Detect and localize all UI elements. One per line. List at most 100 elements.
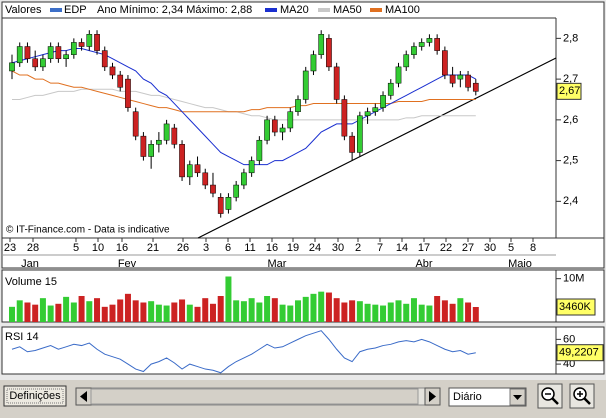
volume-bar xyxy=(434,296,441,322)
x-tick-label: 30 xyxy=(332,242,344,254)
candle-body xyxy=(117,74,124,88)
volume-bar xyxy=(310,293,317,322)
x-tick-label: 3 xyxy=(203,242,209,254)
volume-bar xyxy=(271,298,278,322)
x-tick-label: 2 xyxy=(355,242,361,254)
panel-label: Valores xyxy=(5,4,42,16)
volume-bar xyxy=(457,298,464,322)
candle-body xyxy=(55,46,62,59)
x-tick-label: 14 xyxy=(396,242,408,254)
candle-body xyxy=(16,46,23,64)
candle-body xyxy=(9,62,15,72)
legend-swatch xyxy=(318,8,330,12)
candle-body xyxy=(472,82,479,92)
x-tick-label: 27 xyxy=(462,242,474,254)
y-tick-label: 2,6 xyxy=(563,114,578,126)
arrow-icon xyxy=(513,395,522,400)
x-tick-label: 28 xyxy=(27,242,39,254)
month-label: Maio xyxy=(508,258,532,270)
candle-body xyxy=(132,111,139,137)
current-value-box xyxy=(556,298,596,316)
rsi-panel xyxy=(1,326,605,375)
candle-body xyxy=(24,46,31,59)
volume-bar xyxy=(24,302,31,322)
volume-bar xyxy=(449,303,456,322)
candle-body xyxy=(256,139,263,161)
candle-body xyxy=(241,172,247,186)
candle-body xyxy=(125,78,131,108)
volume-bar xyxy=(9,306,15,322)
candle-body xyxy=(140,135,147,157)
volume-bar xyxy=(341,302,348,322)
period-select[interactable] xyxy=(448,387,527,407)
volume-bar xyxy=(163,305,170,322)
candle-body xyxy=(279,127,286,133)
volume-bar xyxy=(264,296,271,322)
current-value-label: 3460K xyxy=(559,301,591,313)
volume-bar xyxy=(256,302,263,322)
volume-bar xyxy=(325,292,332,322)
volume-bar xyxy=(410,298,417,322)
candle-body xyxy=(32,58,39,68)
y-tick-label: 10M xyxy=(563,273,584,285)
x-tick-label: 24 xyxy=(309,242,321,254)
candle-body xyxy=(442,50,448,76)
month-label: Abr xyxy=(415,258,432,270)
volume-bar xyxy=(302,296,309,322)
volume-bar xyxy=(372,304,379,322)
volume-bar xyxy=(78,296,85,322)
volume-bar xyxy=(47,305,54,322)
volume-bar xyxy=(202,298,209,322)
candle-body xyxy=(94,34,100,51)
candle-body xyxy=(465,74,471,88)
candle-body xyxy=(202,172,209,186)
x-tick-label: 11 xyxy=(244,242,255,254)
x-tick-label: 23 xyxy=(4,242,16,254)
x-tick-label: 5 xyxy=(73,242,79,254)
current-value-box xyxy=(556,82,582,100)
main-panel xyxy=(1,1,605,269)
candle-body xyxy=(403,54,410,68)
volume-bar xyxy=(39,298,46,322)
month-label: Fev xyxy=(118,258,137,270)
volume-bar xyxy=(349,300,356,322)
volume-bar xyxy=(426,305,433,322)
settings-button-label[interactable]: Definições xyxy=(9,390,61,402)
x-tick-label: 21 xyxy=(147,242,159,254)
rsi-line xyxy=(11,330,476,374)
candle-body xyxy=(78,42,85,47)
candle-body xyxy=(333,66,340,100)
arrow-icon xyxy=(80,391,87,402)
candle-body xyxy=(63,54,69,59)
x-tick-label: 17 xyxy=(418,242,430,254)
candle-body xyxy=(302,70,309,100)
candle-body xyxy=(434,38,440,51)
ma-line xyxy=(11,48,477,166)
candle-body xyxy=(387,82,394,96)
volume-bar xyxy=(240,301,247,322)
volume-bar xyxy=(148,301,155,322)
volume-bar xyxy=(209,303,216,322)
current-value-box xyxy=(556,344,604,362)
settings-button[interactable] xyxy=(3,385,67,407)
month-label: Jan xyxy=(21,258,39,270)
candle-body xyxy=(186,164,193,178)
volume-bar xyxy=(186,304,193,322)
x-tick-label: 8 xyxy=(530,242,536,254)
arrow-icon xyxy=(429,391,436,402)
candle-body xyxy=(341,99,348,137)
legend-swatch xyxy=(265,8,277,12)
legend-label: MA20 xyxy=(280,4,309,16)
volume-bar xyxy=(356,301,363,322)
candle-body xyxy=(217,197,224,214)
volume-bar xyxy=(171,302,178,322)
candle-body xyxy=(70,42,77,55)
scroll-thumb[interactable] xyxy=(90,388,419,405)
legend-swatch xyxy=(50,8,62,12)
candle-body xyxy=(395,66,402,84)
x-tick-label: 16 xyxy=(116,242,128,254)
volume-bar xyxy=(16,300,23,322)
period-select-label[interactable]: Diário xyxy=(453,391,482,403)
legend-swatch xyxy=(370,8,382,12)
volume-bar xyxy=(55,303,62,322)
